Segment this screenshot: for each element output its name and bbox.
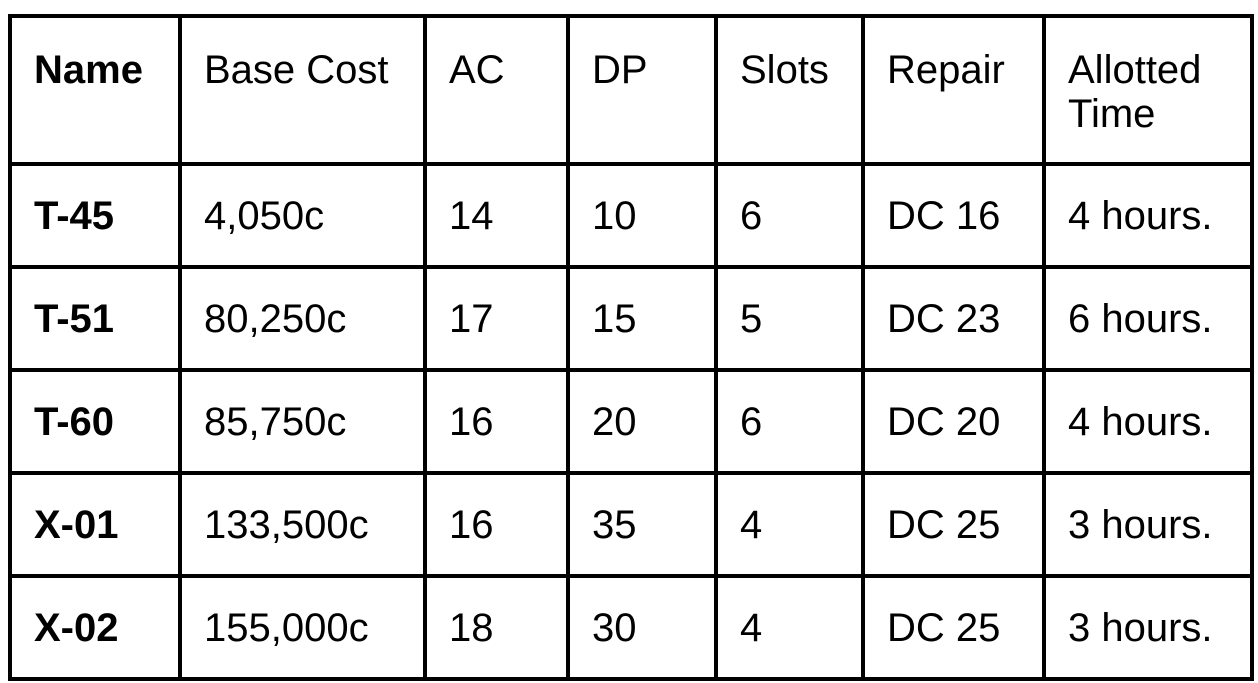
table-row: X-02 155,000c 18 30 4 DC 25 3 hours.: [8, 574, 1254, 681]
cell-ac: 18: [423, 574, 570, 681]
header-allotted-time: Allotted Time: [1042, 14, 1254, 166]
cell-ac: 16: [423, 368, 570, 475]
cell-name: X-01: [8, 471, 182, 578]
cell-ac: 17: [423, 265, 570, 372]
cell-dp: 15: [566, 265, 718, 372]
header-repair: Repair: [861, 14, 1046, 166]
cell-dp: 35: [566, 471, 718, 578]
header-row: Name Base Cost AC DP Slots Repair Allott…: [8, 14, 1254, 166]
cell-slots: 6: [714, 162, 865, 269]
header-dp: DP: [566, 14, 718, 166]
cell-repair: DC 25: [861, 471, 1046, 578]
cell-base-cost: 85,750c: [178, 368, 427, 475]
cell-dp: 20: [566, 368, 718, 475]
cell-repair: DC 23: [861, 265, 1046, 372]
cell-dp: 30: [566, 574, 718, 681]
cell-base-cost: 4,050c: [178, 162, 427, 269]
cell-name: T-45: [8, 162, 182, 269]
table-row: T-51 80,250c 17 15 5 DC 23 6 hours.: [8, 265, 1254, 372]
table-row: T-60 85,750c 16 20 6 DC 20 4 hours.: [8, 368, 1254, 475]
cell-base-cost: 133,500c: [178, 471, 427, 578]
table-row: T-45 4,050c 14 10 6 DC 16 4 hours.: [8, 162, 1254, 269]
cell-slots: 4: [714, 574, 865, 681]
cell-repair: DC 20: [861, 368, 1046, 475]
cell-allotted-time: 6 hours.: [1042, 265, 1254, 372]
cell-slots: 4: [714, 471, 865, 578]
cell-allotted-time: 3 hours.: [1042, 574, 1254, 681]
cell-base-cost: 155,000c: [178, 574, 427, 681]
cell-allotted-time: 3 hours.: [1042, 471, 1254, 578]
cell-ac: 16: [423, 471, 570, 578]
header-slots: Slots: [714, 14, 865, 166]
cell-dp: 10: [566, 162, 718, 269]
cell-name: X-02: [8, 574, 182, 681]
cell-slots: 6: [714, 368, 865, 475]
header-ac: AC: [423, 14, 570, 166]
table-row: X-01 133,500c 16 35 4 DC 25 3 hours.: [8, 471, 1254, 578]
header-name: Name: [8, 14, 182, 166]
cell-name: T-51: [8, 265, 182, 372]
cell-allotted-time: 4 hours.: [1042, 368, 1254, 475]
cell-name: T-60: [8, 368, 182, 475]
cell-base-cost: 80,250c: [178, 265, 427, 372]
cell-slots: 5: [714, 265, 865, 372]
header-base-cost: Base Cost: [178, 14, 427, 166]
cell-repair: DC 16: [861, 162, 1046, 269]
power-armor-table: Name Base Cost AC DP Slots Repair Allott…: [8, 14, 1254, 681]
cell-repair: DC 25: [861, 574, 1046, 681]
cell-ac: 14: [423, 162, 570, 269]
cell-allotted-time: 4 hours.: [1042, 162, 1254, 269]
